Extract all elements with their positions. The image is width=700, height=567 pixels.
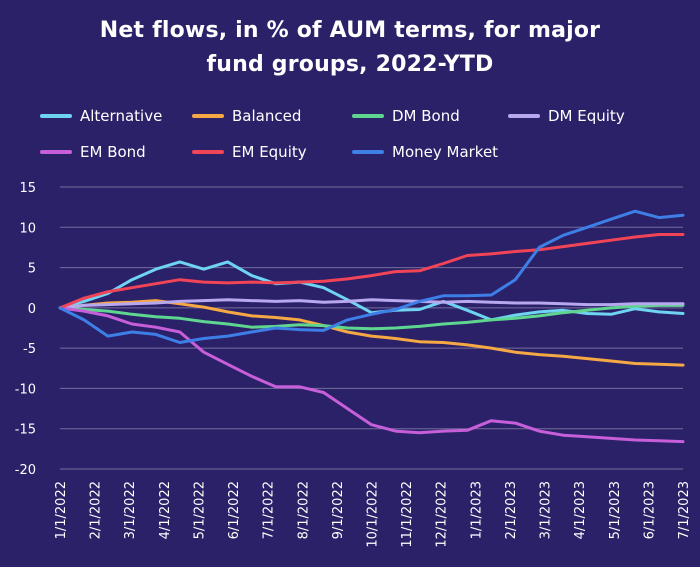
legend-label-dm-equity: DM Equity <box>548 107 625 125</box>
x-tick-label: 8/1/2022 <box>296 481 311 539</box>
x-tick-label: 3/1/2023 <box>539 481 554 539</box>
y-tick-label: -20 <box>15 463 36 478</box>
series-lines <box>58 209 685 444</box>
x-tick-label: 2/1/2022 <box>89 481 104 539</box>
series-line-em-bond <box>58 306 685 444</box>
y-axis: 15 10 5 0 -5 -10 -15 -20 <box>15 181 36 478</box>
legend-label-alternative: Alternative <box>80 107 162 125</box>
series-line-dm-equity <box>58 298 685 310</box>
series-line-money-market <box>58 209 685 344</box>
x-tick-label: 4/1/2022 <box>158 481 173 539</box>
series-line-em-equity <box>58 233 685 310</box>
y-tick-label: -5 <box>23 342 36 357</box>
gridlines <box>60 186 683 470</box>
y-tick-label: -10 <box>15 382 36 397</box>
legend-label-dm-bond: DM Bond <box>392 107 460 125</box>
y-tick-label: -15 <box>15 423 36 438</box>
x-tick-label: 3/1/2022 <box>123 481 138 539</box>
x-tick-label: 5/1/2023 <box>608 481 623 539</box>
x-tick-label: 1/1/2023 <box>469 481 484 539</box>
x-tick-label: 4/1/2023 <box>573 481 588 539</box>
x-tick-label: 2/1/2023 <box>504 481 519 539</box>
y-tick-label: 5 <box>28 262 36 277</box>
series-line-dm-bond <box>58 303 685 331</box>
legend-label-em-equity: EM Equity <box>232 143 307 161</box>
legend-label-em-bond: EM Bond <box>80 143 146 161</box>
x-tick-label: 7/1/2022 <box>262 481 277 539</box>
x-axis: 1/1/2022 2/1/2022 3/1/2022 4/1/2022 5/1/2022… <box>54 481 692 548</box>
x-tick-label: 1/1/2022 <box>54 481 69 539</box>
legend: Alternative Balanced DM Bond DM Equity EM Bo… <box>40 107 625 161</box>
x-tick-label: 6/1/2023 <box>642 481 657 539</box>
y-tick-label: 0 <box>28 302 36 317</box>
x-tick-label: 9/1/2022 <box>331 481 346 539</box>
chart-title-line-1: Net flows, in % of AUM terms, for major <box>99 18 601 43</box>
x-tick-label: 10/1/2022 <box>366 481 381 548</box>
y-tick-label: 10 <box>19 221 36 236</box>
x-tick-label: 5/1/2022 <box>192 481 207 539</box>
legend-label-balanced: Balanced <box>232 107 301 125</box>
x-tick-label: 7/1/2023 <box>677 481 692 539</box>
y-tick-label: 15 <box>19 181 36 196</box>
x-tick-label: 12/1/2022 <box>435 481 450 548</box>
x-tick-label: 6/1/2022 <box>227 481 242 539</box>
chart-title: Net flows, in % of AUM terms, for major … <box>0 14 700 82</box>
x-tick-label: 11/1/2022 <box>400 481 415 548</box>
legend-label-money-market: Money Market <box>392 143 498 161</box>
chart-title-line-2: fund groups, 2022-YTD <box>206 52 494 77</box>
